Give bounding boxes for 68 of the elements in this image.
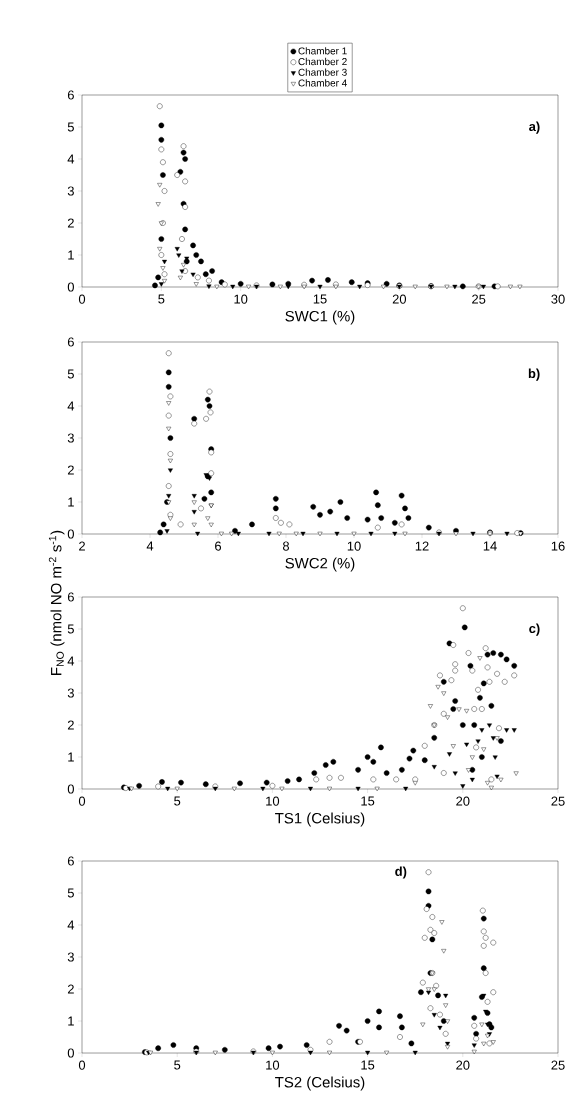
y-tick-label: 1 — [68, 752, 74, 762]
y-tick-label: 5 — [67, 369, 74, 379]
y-tick-label: 4 — [67, 920, 75, 930]
x-tick-label: 4 — [146, 541, 154, 551]
y-tick-label: 2 — [67, 720, 74, 730]
x-tick-label: 8 — [282, 541, 290, 551]
y-tick-label: 1 — [68, 497, 74, 507]
x-tick-label: 20 — [456, 1060, 470, 1070]
x-tick-label: 10 — [347, 541, 361, 551]
x-tick-label: 25 — [551, 1060, 565, 1070]
x-tick-label: 25 — [472, 294, 486, 304]
x-tick-label: 12 — [415, 541, 429, 551]
y-tick-label: 5 — [67, 624, 74, 634]
x-tick-label: 5 — [158, 294, 165, 304]
y-tick-label: 5 — [67, 122, 74, 132]
x-tick-label: 15 — [361, 796, 375, 806]
x-tick-label: 16 — [551, 541, 565, 551]
y-tick-label: 2 — [67, 465, 74, 475]
y-tick-label: 4 — [67, 154, 75, 164]
y-tick-label: 6 — [67, 337, 74, 347]
y-tick-label: 3 — [67, 952, 74, 962]
y-tick-label: 6 — [67, 856, 74, 866]
y-tick-label: 0 — [67, 784, 74, 794]
x-tick-label: 30 — [551, 294, 565, 304]
x-tick-label: 5 — [174, 1060, 181, 1070]
annotation: c) — [529, 623, 540, 636]
legend-label: Chamber 1 — [298, 47, 347, 55]
x-axis-title: SWC1 (%) — [285, 310, 355, 325]
y-tick-label: 0 — [67, 529, 74, 539]
x-tick-label: 10 — [234, 294, 248, 304]
x-tick-label: 25 — [551, 796, 565, 806]
y-tick-label: 5 — [67, 888, 74, 898]
y-tick-label: 4 — [67, 656, 75, 666]
x-tick-label: 5 — [174, 796, 181, 806]
x-tick-label: 15 — [361, 1060, 375, 1070]
x-tick-label: 20 — [392, 294, 407, 304]
legend-label: Chamber 3 — [298, 68, 347, 76]
x-tick-label: 0 — [78, 796, 86, 806]
y-tick-label: 2 — [67, 984, 74, 994]
x-axis-title: SWC2 (%) — [285, 557, 355, 572]
y-tick-label: 1 — [68, 1016, 74, 1026]
x-tick-label: 10 — [266, 796, 280, 806]
y-tick-label: 1 — [68, 250, 74, 260]
y-tick-label: 3 — [67, 186, 74, 196]
y-tick-label: 4 — [67, 401, 75, 411]
x-tick-label: 0 — [78, 1060, 86, 1070]
y-tick-label: 6 — [67, 592, 74, 602]
x-tick-label: 20 — [456, 796, 470, 806]
legend-label: Chamber 4 — [298, 79, 347, 87]
y-axis-title: F$_{NO}$ (nmol NO m$^{-2}$ s$^{-1}$) — [48, 530, 65, 675]
y-tick-label: 0 — [67, 282, 74, 292]
y-tick-label: 0 — [67, 1048, 74, 1058]
x-tick-label: 10 — [266, 1060, 280, 1070]
x-tick-label: 15 — [313, 294, 327, 304]
y-tick-label: 2 — [67, 218, 74, 228]
y-tick-label: 3 — [67, 688, 74, 698]
x-axis-title: TS1 (Celsius) — [275, 812, 365, 827]
legend-label: Chamber 2 — [298, 57, 347, 66]
annotation: a) — [529, 121, 540, 134]
y-tick-label: 6 — [67, 90, 74, 100]
x-tick-label: 0 — [78, 294, 86, 304]
x-tick-label: 14 — [483, 541, 497, 551]
x-tick-label: 6 — [215, 541, 222, 551]
x-tick-label: 2 — [79, 541, 85, 551]
x-axis-title: TS2 (Celsius) — [275, 1076, 365, 1091]
annotation: d) — [395, 866, 407, 879]
y-tick-label: 3 — [67, 433, 74, 443]
annotation: b) — [528, 368, 540, 381]
